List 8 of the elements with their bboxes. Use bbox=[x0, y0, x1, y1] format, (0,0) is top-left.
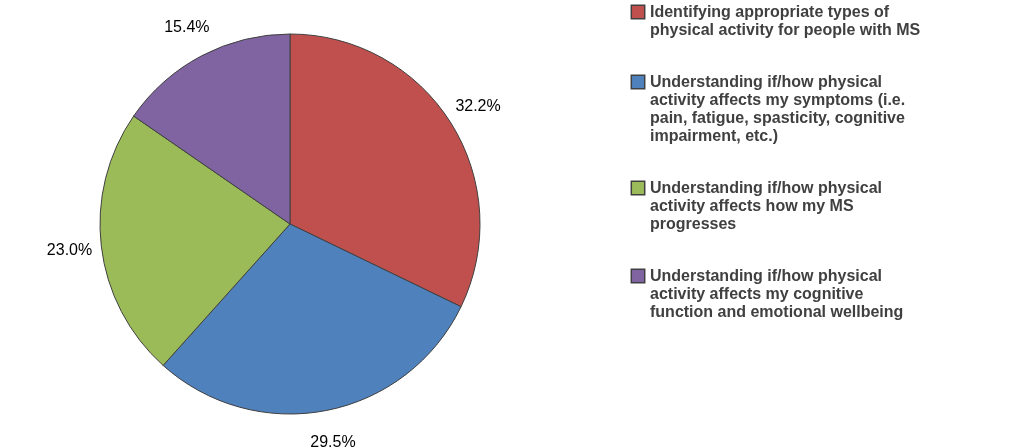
legend-label: Identifying appropriate types of physical activity for people with MS bbox=[650, 3, 921, 38]
data-label: 23.0% bbox=[46, 241, 93, 259]
legend-label: Understanding if/how physical activity affects my cognitive function and emotional wellbeing bbox=[650, 267, 904, 320]
data-label: 32.2% bbox=[455, 97, 501, 115]
legend-label: Understanding if/how physical activity affects how my MS progresses bbox=[650, 179, 883, 232]
legend-label: Understanding if/how physical activity affects my symptoms (i.e. pain, fatigue, spasticity, cognitive impairment, etc.) bbox=[650, 73, 906, 144]
data-label: 29.5% bbox=[310, 432, 356, 448]
data-label: 15.4% bbox=[164, 18, 210, 36]
